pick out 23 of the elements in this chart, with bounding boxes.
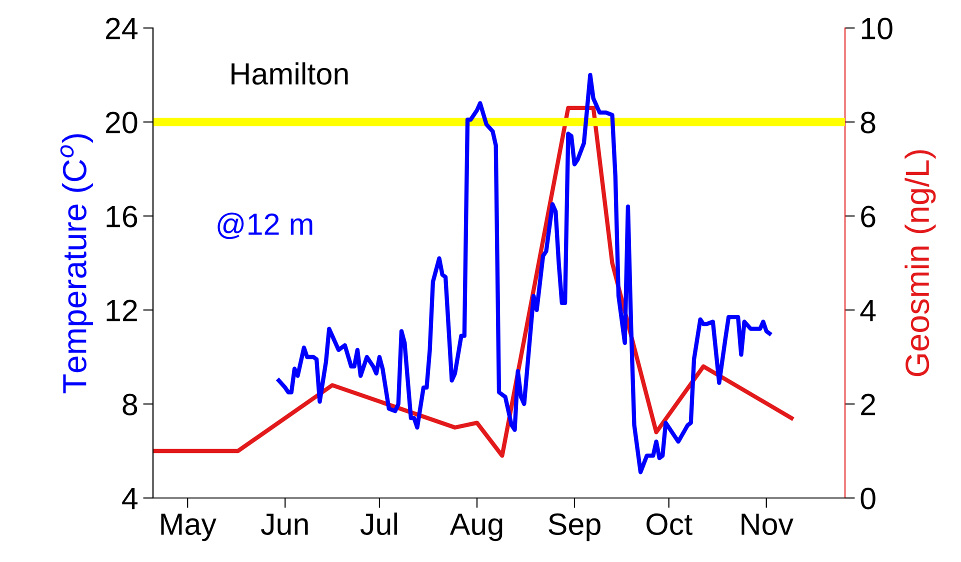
y-tick-label: 16 [106,206,138,228]
x-tick-label: Jun [260,514,308,536]
y-tick-label: 12 [106,300,137,322]
y-tick-label: 4 [122,488,138,510]
x-tick-label: Oct [646,513,692,536]
y-tick-label: 24 [106,18,138,40]
annotation: @12 m [218,212,312,240]
x-tick-label: Jul [360,512,397,536]
y2-tick-label: 6 [861,206,876,228]
y-tick-label: 8 [122,394,138,416]
y2-tick-label: 4 [860,300,876,322]
y2-tick-label: 8 [860,112,876,134]
y2-tick-label: 0 [860,488,876,510]
x-tick-label: Sep [548,513,600,542]
y-axis-title: Temperature (C$^{o}$) [60,134,94,394]
y2-axis-title: Geosmin (ng/L) [904,150,936,376]
annotation: Hamilton [232,62,348,85]
x-tick-label: May [161,514,216,542]
y2-tick-label: 10 [862,18,892,40]
y2-tick-label: 2 [861,394,876,416]
x-tick-label: Aug [450,514,502,542]
y-tick-label: 20 [106,112,138,134]
x-tick-label: Nov [742,514,794,536]
